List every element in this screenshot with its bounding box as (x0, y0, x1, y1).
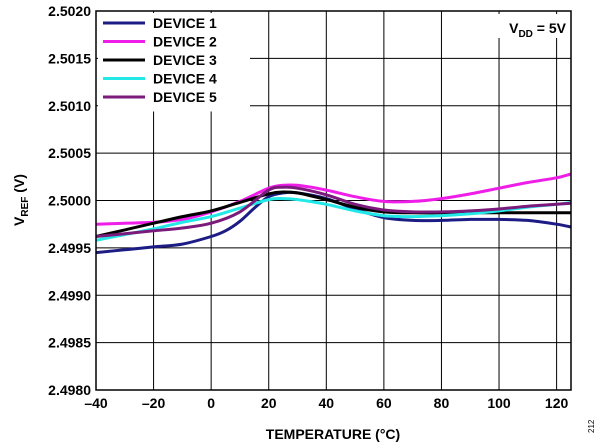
y-tick-label: 2.4995 (48, 240, 91, 256)
x-tick-label: 120 (545, 395, 569, 411)
annotation-background (490, 14, 570, 38)
vdd-annotation: VDD = 5V (509, 20, 567, 40)
y-tick-label: 2.4985 (48, 335, 91, 351)
x-tick-label: –20 (142, 395, 166, 411)
x-axis-title: TEMPERATURE (°C) (266, 426, 400, 442)
y-tick-labels: 2.4980 2.4985 2.4990 2.4995 2.5000 2.5005 2.50… (48, 3, 91, 398)
x-tick-label: 20 (261, 395, 277, 411)
y-tick-label: 2.5000 (48, 193, 91, 209)
legend-label-device-4: DEVICE 4 (153, 71, 217, 87)
legend-background (98, 13, 250, 112)
y-tick-label: 2.5005 (48, 145, 91, 161)
y-axis-title: VREF (V) (11, 174, 31, 226)
plot-frame (95, 10, 572, 391)
y-tick-label: 2.4990 (48, 287, 91, 303)
series-line-device-2 (95, 172, 572, 226)
legend-label-device-5: DEVICE 5 (153, 89, 217, 105)
vdd-annotation-subscript: DD (518, 29, 532, 40)
x-tick-label: 40 (319, 395, 335, 411)
legend-label-device-3: DEVICE 3 (153, 52, 217, 68)
legend: DEVICE 1 DEVICE 2 DEVICE 3 DEVICE 4 DEVICE 5 (103, 15, 217, 105)
x-tick-label: 80 (434, 395, 450, 411)
figure-side-note: 212 (587, 419, 596, 433)
y-axis-title-main: V (11, 216, 27, 226)
y-tick-label: 2.5020 (48, 3, 91, 19)
x-tick-label: 100 (487, 395, 511, 411)
series-line-device-4 (95, 196, 572, 242)
series-line-device-5 (95, 185, 572, 238)
x-tick-label: 60 (376, 395, 392, 411)
y-tick-label: 2.4980 (48, 382, 91, 398)
series-group (95, 172, 572, 255)
y-axis-title-subscript: REF (20, 197, 31, 217)
x-tick-label: –40 (84, 395, 108, 411)
y-tick-label: 2.5010 (48, 98, 91, 114)
vdd-annotation-rest: = 5V (533, 20, 567, 36)
legend-label-device-1: DEVICE 1 (153, 15, 217, 31)
vdd-annotation-main: V (509, 20, 519, 36)
y-tick-label: 2.5015 (48, 50, 91, 66)
y-axis-title-unit: (V) (11, 174, 27, 197)
legend-label-device-2: DEVICE 2 (153, 34, 217, 50)
x-tick-labels: –40 –20 0 20 40 60 80 100 120 (84, 395, 568, 411)
x-tick-label: 0 (207, 395, 215, 411)
series-line-device-3 (95, 190, 571, 238)
